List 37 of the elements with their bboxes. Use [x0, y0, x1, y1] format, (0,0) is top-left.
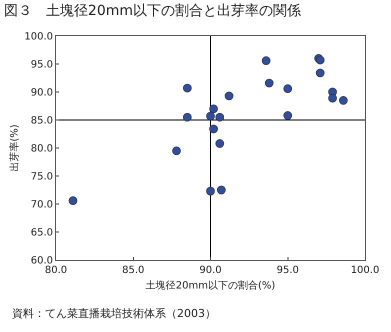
point	[182, 84, 192, 92]
y-tick-label: 85.0	[30, 116, 53, 126]
point	[215, 139, 224, 148]
y-tick-label: 95.0	[30, 60, 53, 70]
point	[68, 196, 78, 205]
point	[262, 56, 270, 65]
x-tick-label: 95.0	[276, 265, 299, 276]
y-tick-label: 100.0	[24, 32, 53, 42]
point	[209, 104, 218, 114]
x-tick-label: 100.0	[350, 265, 380, 276]
point	[172, 146, 181, 156]
point	[316, 68, 325, 78]
x-tick-label: 80.0	[44, 265, 68, 276]
y-tick-label: 75.0	[30, 172, 53, 182]
y-axis-title: 出芽率(%)	[8, 124, 20, 172]
y-tick-label: 70.0	[30, 200, 53, 210]
point	[339, 96, 348, 105]
point	[328, 94, 337, 103]
point	[224, 92, 234, 100]
point	[283, 111, 292, 120]
point	[215, 112, 224, 122]
point	[283, 84, 292, 93]
point	[264, 78, 274, 88]
x-tick-label: 85.0	[122, 265, 144, 276]
y-tick-label: 90.0	[30, 88, 53, 98]
point	[206, 112, 215, 120]
point	[216, 186, 226, 194]
x-axis-title: 土塊径20mm以下の割合(%)	[146, 280, 276, 292]
x-tick-label: 90.0	[199, 265, 222, 276]
point	[206, 186, 215, 196]
y-tick-label: 60.0	[30, 256, 53, 266]
point	[209, 124, 218, 134]
y-tick-label: 80.0	[30, 144, 53, 154]
point	[182, 112, 192, 122]
text: 資料：てん菜直播栽培技術体系（2003）	[12, 307, 216, 320]
y-tick-label: 65.0	[30, 228, 53, 238]
chart-title: 図３ 土塊径20mm以下の割合と出芽率の関係	[4, 2, 302, 19]
